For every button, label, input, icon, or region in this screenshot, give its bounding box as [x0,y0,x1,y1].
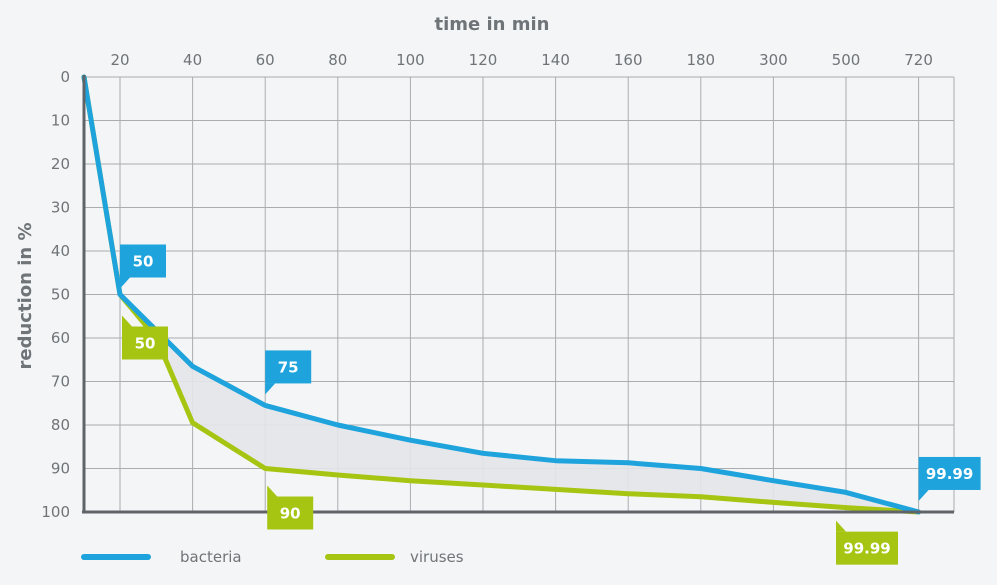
callout-label: 50 [133,253,154,271]
callout-viruses: 90 [267,485,314,530]
callout-label: 75 [278,358,299,376]
x-tick-label: 100 [396,51,425,69]
x-tick-label: 180 [686,51,715,69]
callout-viruses: 99.99 [836,520,898,565]
legend-label-bacteria: bacteria [180,548,242,566]
y-tick-label: 40 [51,242,70,260]
callout-box [265,350,312,384]
callout-pointer [267,485,278,497]
callout-box [120,244,166,278]
legend-label-viruses: viruses [410,548,464,566]
callout-label: 50 [135,335,156,353]
x-tick-label: 500 [832,51,861,69]
x-tick-label: 80 [328,51,347,69]
callout-label: 90 [280,505,301,523]
axes: 0 10 20 30 40 50 60 70 80 90 100 20 40 60 80 100 120 140 1… [41,51,954,521]
y-tick-label: 10 [51,112,70,130]
y-tick-label: 50 [51,286,70,304]
x-tick-label: 120 [469,51,498,69]
x-tick-label: 20 [110,51,129,69]
callout-box [836,531,898,565]
x-tick-label: 140 [541,51,570,69]
callout-bacteria: 99.99 [918,456,981,501]
x-tick-label: 300 [759,51,788,69]
y-tick-label: 90 [51,460,70,478]
callout-box [267,496,314,530]
legend: bacteria viruses [81,548,464,566]
y-tick-label: 30 [51,199,70,217]
x-tick-label: 160 [614,51,643,69]
callout-label: 99.99 [843,540,890,558]
callout-pointer [918,489,929,501]
callout-box [918,456,981,490]
y-tick-label: 70 [51,373,70,391]
x-tick-label: 40 [183,51,202,69]
x-tick-label: 720 [904,51,933,69]
callout-box [122,326,168,360]
y-tick-label: 20 [51,155,70,173]
x-tick-label: 60 [256,51,275,69]
callout-pointer [265,383,276,395]
callout-label: 99.99 [926,465,973,483]
callout-pointer [122,315,132,327]
series-line-bacteria [81,74,922,515]
y-tick-label: 80 [51,416,70,434]
y-axis-title: reduction in % [15,223,36,370]
callout-pointer [836,520,846,532]
callout-pointer [120,277,130,289]
y-tick-label: 60 [51,329,70,347]
callout-bacteria: 50 [120,244,166,289]
callout-bacteria: 75 [265,350,312,395]
callout-viruses: 50 [122,315,168,360]
callouts: 50 50 75 90 99.99 99.99 [120,244,981,565]
y-tick-label: 0 [60,68,70,86]
x-axis-title: time in min [435,14,550,35]
y-tick-label: 100 [41,503,70,521]
